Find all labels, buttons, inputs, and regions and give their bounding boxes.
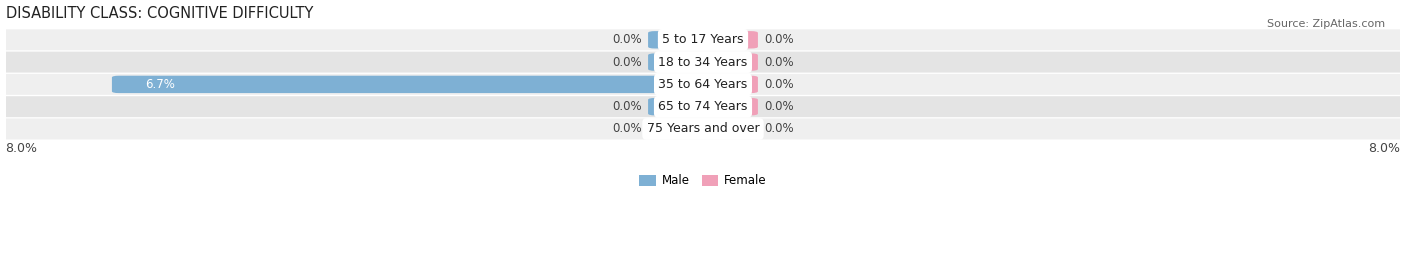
Text: 0.0%: 0.0% — [763, 56, 793, 69]
FancyBboxPatch shape — [696, 98, 758, 115]
FancyBboxPatch shape — [696, 76, 758, 93]
Text: 18 to 34 Years: 18 to 34 Years — [658, 56, 748, 69]
Text: 0.0%: 0.0% — [763, 78, 793, 91]
FancyBboxPatch shape — [0, 29, 1406, 50]
Text: 65 to 74 Years: 65 to 74 Years — [658, 100, 748, 113]
FancyBboxPatch shape — [648, 31, 710, 48]
FancyBboxPatch shape — [648, 98, 710, 115]
Text: 0.0%: 0.0% — [613, 33, 643, 46]
FancyBboxPatch shape — [696, 31, 758, 48]
Text: 8.0%: 8.0% — [6, 142, 38, 155]
Text: 35 to 64 Years: 35 to 64 Years — [658, 78, 748, 91]
FancyBboxPatch shape — [0, 119, 1406, 139]
Text: 0.0%: 0.0% — [763, 122, 793, 136]
FancyBboxPatch shape — [0, 52, 1406, 73]
Text: 0.0%: 0.0% — [613, 56, 643, 69]
FancyBboxPatch shape — [696, 120, 758, 138]
Text: 75 Years and over: 75 Years and over — [647, 122, 759, 136]
Text: 0.0%: 0.0% — [763, 33, 793, 46]
FancyBboxPatch shape — [0, 96, 1406, 117]
FancyBboxPatch shape — [648, 54, 710, 71]
Text: DISABILITY CLASS: COGNITIVE DIFFICULTY: DISABILITY CLASS: COGNITIVE DIFFICULTY — [6, 6, 314, 20]
Text: 6.7%: 6.7% — [145, 78, 174, 91]
Legend: Male, Female: Male, Female — [634, 170, 772, 192]
Text: 0.0%: 0.0% — [763, 100, 793, 113]
Text: Source: ZipAtlas.com: Source: ZipAtlas.com — [1267, 19, 1385, 29]
Text: 5 to 17 Years: 5 to 17 Years — [662, 33, 744, 46]
Text: 0.0%: 0.0% — [613, 122, 643, 136]
FancyBboxPatch shape — [0, 74, 1406, 95]
FancyBboxPatch shape — [112, 76, 710, 93]
Text: 0.0%: 0.0% — [613, 100, 643, 113]
FancyBboxPatch shape — [648, 120, 710, 138]
FancyBboxPatch shape — [696, 54, 758, 71]
Text: 8.0%: 8.0% — [1368, 142, 1400, 155]
